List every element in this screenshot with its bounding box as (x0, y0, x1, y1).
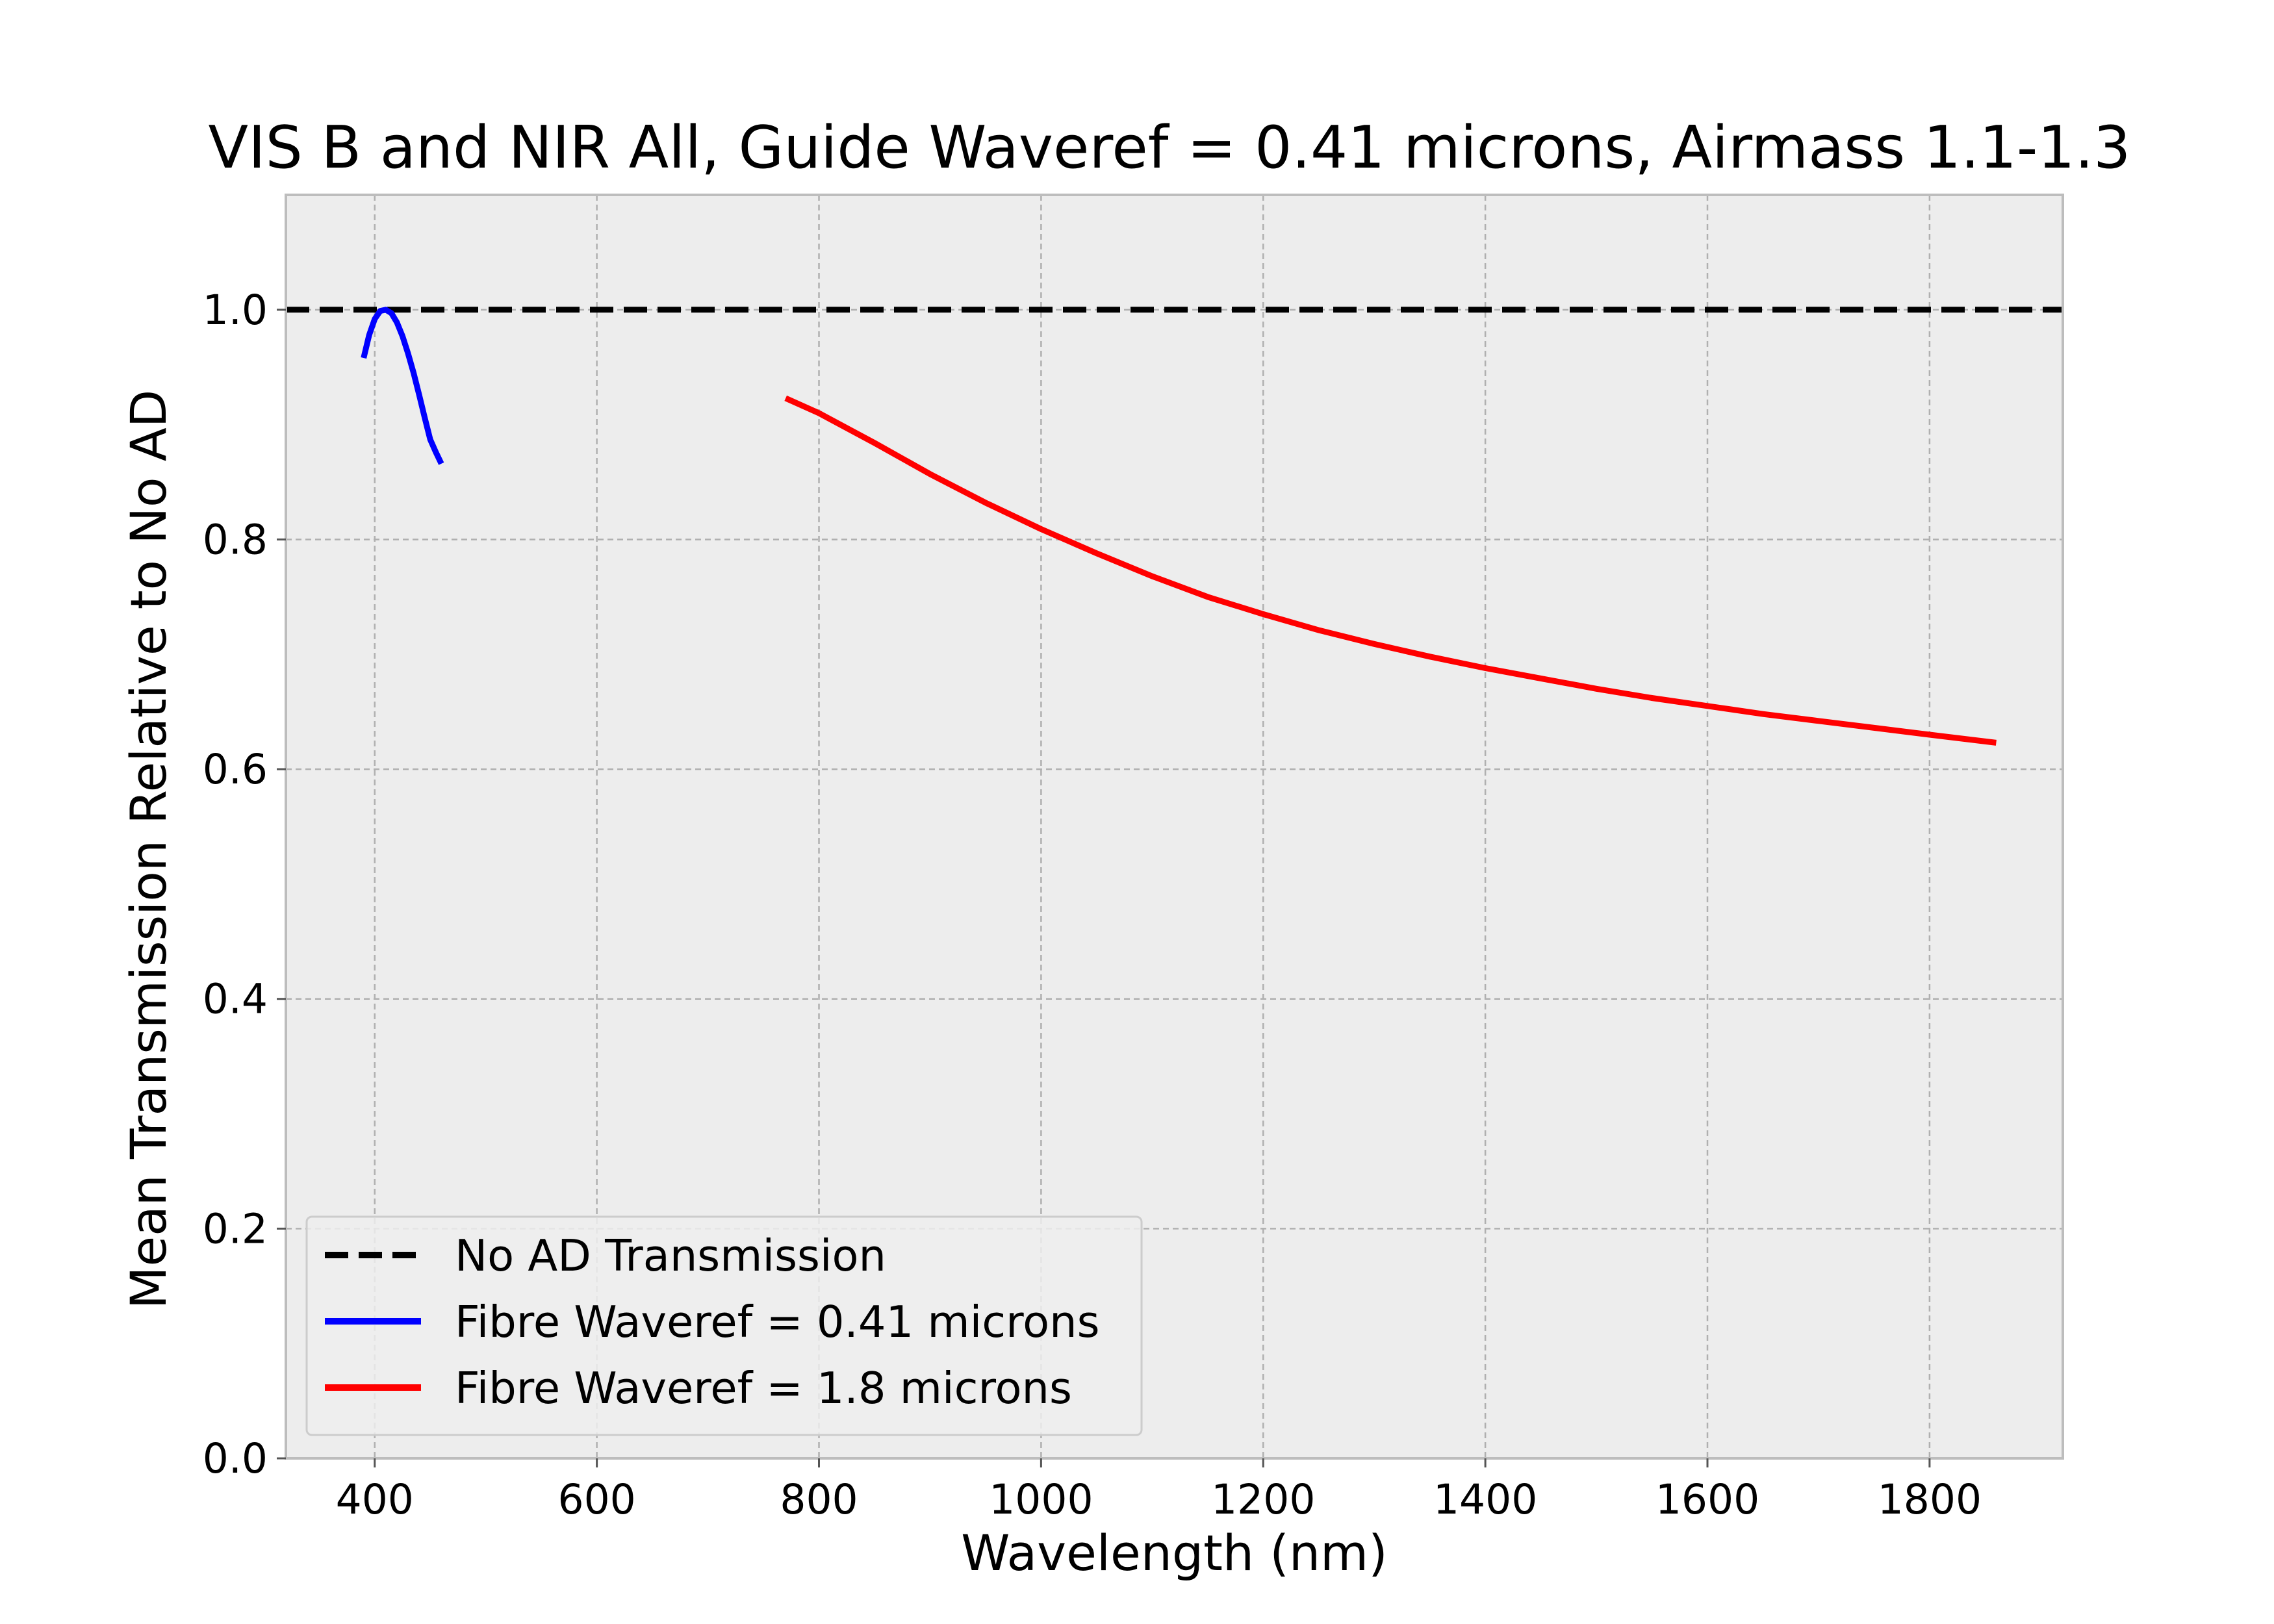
x-tick-label: 1200 (1211, 1476, 1315, 1523)
x-tick-label: 800 (780, 1476, 858, 1523)
x-tick-label: 1600 (1655, 1476, 1759, 1523)
y-axis-label: Mean Transmission Relative to No AD (120, 390, 177, 1309)
legend-label-1: No AD Transmission (455, 1230, 886, 1281)
x-tick-label: 1400 (1433, 1476, 1537, 1523)
x-axis-label: Wavelength (nm) (961, 1524, 1388, 1582)
plot-frame (285, 194, 2064, 1460)
y-tick-label: 0.8 (203, 516, 268, 563)
x-tick-label: 400 (336, 1476, 414, 1523)
y-tick-label: 0.0 (203, 1435, 268, 1482)
y-tick-label: 0.6 (203, 746, 268, 793)
y-tick-label: 1.0 (203, 286, 268, 334)
legend-box (305, 1215, 1143, 1436)
y-tick-label: 0.4 (203, 976, 268, 1023)
y-tick-label: 0.2 (203, 1205, 268, 1252)
x-tick-label: 1800 (1878, 1476, 1982, 1523)
chart-title: VIS B and NIR All, Guide Waveref = 0.41 … (209, 114, 2131, 182)
legend: No AD Transmission Fibre Waveref = 0.41 m… (305, 1215, 1143, 1436)
x-tick-label: 600 (558, 1476, 636, 1523)
series-layer (286, 307, 2063, 746)
legend-label-3: Fibre Waveref = 1.8 microns (455, 1363, 1072, 1414)
ticks: 400 600 800 1000 1200 1400 1600 1800 0.0 0.2 0.4 0.… (203, 286, 1982, 1523)
legend-label-2: Fibre Waveref = 0.41 microns (455, 1297, 1100, 1347)
series-line-2 (361, 307, 444, 465)
x-tick-label: 1000 (989, 1476, 1093, 1523)
series-line-3 (784, 395, 1997, 746)
